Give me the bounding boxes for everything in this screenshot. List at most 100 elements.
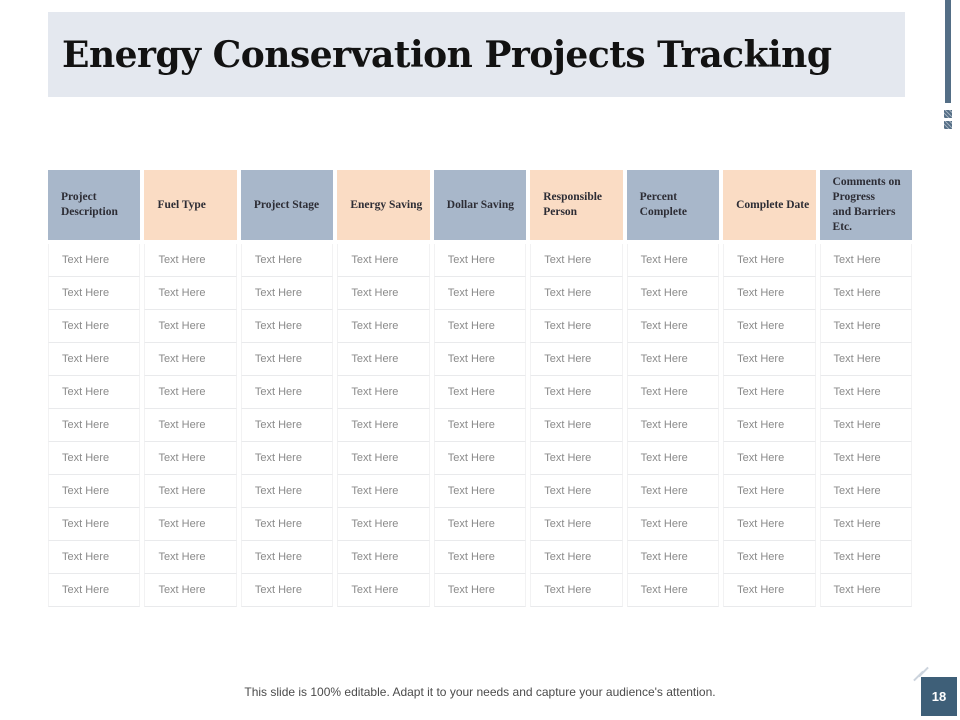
- column-header-percent-complete: Percent Complete: [626, 170, 720, 240]
- column-header-energy-saving: Energy Saving: [337, 170, 430, 240]
- table-cell: Text Here: [48, 409, 141, 442]
- table-cell: Text Here: [723, 244, 816, 277]
- page-number-badge: 18: [921, 677, 957, 716]
- table-cell: Text Here: [626, 310, 720, 343]
- table-cell: Text Here: [48, 343, 141, 376]
- table-cell: Text Here: [48, 574, 141, 607]
- table-cell: Text Here: [144, 310, 237, 343]
- slide-title-band: Energy Conservation Projects Tracking: [48, 12, 905, 97]
- table-cell: Text Here: [819, 310, 912, 343]
- table-cell: Text Here: [240, 343, 334, 376]
- table-cell: Text Here: [240, 508, 334, 541]
- table-cell: Text Here: [626, 475, 720, 508]
- table-cell: Text Here: [530, 277, 623, 310]
- table-cell: Text Here: [240, 442, 334, 475]
- table-cell: Text Here: [530, 244, 623, 277]
- table-cell: Text Here: [433, 574, 527, 607]
- table-cell: Text Here: [819, 442, 912, 475]
- table-cell: Text Here: [433, 508, 527, 541]
- table-cell: Text Here: [626, 244, 720, 277]
- column-header-project-stage: Project Stage: [240, 170, 334, 240]
- table-cell: Text Here: [337, 574, 430, 607]
- table-cell: Text Here: [819, 244, 912, 277]
- table-cell: Text Here: [48, 541, 141, 574]
- table-cell: Text Here: [433, 244, 527, 277]
- table-cell: Text Here: [433, 277, 527, 310]
- table-cell: Text Here: [530, 376, 623, 409]
- accent-square-decoration: [944, 110, 952, 118]
- table-cell: Text Here: [819, 409, 912, 442]
- table-cell: Text Here: [337, 442, 430, 475]
- accent-bar: [945, 0, 951, 103]
- table-cell: Text Here: [240, 310, 334, 343]
- table-cell: Text Here: [530, 541, 623, 574]
- table-cell: Text Here: [240, 277, 334, 310]
- table-cell: Text Here: [723, 376, 816, 409]
- column-header-project-description: Project Description: [48, 170, 141, 240]
- table-cell: Text Here: [240, 574, 334, 607]
- table-cell: Text Here: [530, 475, 623, 508]
- column-header-complete-date: Complete Date: [723, 170, 816, 240]
- table-cell: Text Here: [819, 541, 912, 574]
- table-cell: Text Here: [48, 277, 141, 310]
- table-cell: Text Here: [819, 574, 912, 607]
- table-cell: Text Here: [626, 343, 720, 376]
- table-body: Text Here Text Here Text Here Text Here Text…: [48, 244, 912, 607]
- table-cell: Text Here: [240, 541, 334, 574]
- table-cell: Text Here: [144, 574, 237, 607]
- table-cell: Text Here: [626, 541, 720, 574]
- column-header-dollar-saving: Dollar Saving: [433, 170, 527, 240]
- table-cell: Text Here: [530, 310, 623, 343]
- table-cell: Text Here: [626, 409, 720, 442]
- table-cell: Text Here: [433, 475, 527, 508]
- table-cell: Text Here: [48, 310, 141, 343]
- table-cell: Text Here: [819, 277, 912, 310]
- table-cell: Text Here: [723, 541, 816, 574]
- table-cell: Text Here: [144, 508, 237, 541]
- table-cell: Text Here: [337, 409, 430, 442]
- table-cell: Text Here: [433, 376, 527, 409]
- table-cell: Text Here: [433, 541, 527, 574]
- table-cell: Text Here: [48, 475, 141, 508]
- table-cell: Text Here: [144, 475, 237, 508]
- accent-square-decoration: [944, 121, 952, 129]
- table-cell: Text Here: [819, 508, 912, 541]
- table-cell: Text Here: [723, 310, 816, 343]
- table-cell: Text Here: [433, 409, 527, 442]
- table-cell: Text Here: [240, 376, 334, 409]
- table-cell: Text Here: [144, 376, 237, 409]
- column-header-comments-on-progress-and-barriers-etc: Comments on Progress and Barriers Etc.: [819, 170, 912, 240]
- table-cell: Text Here: [626, 277, 720, 310]
- table-header-row: Project Description Fuel Type Project Stag…: [48, 170, 912, 240]
- table-cell: Text Here: [337, 277, 430, 310]
- table-cell: Text Here: [337, 244, 430, 277]
- table-cell: Text Here: [723, 508, 816, 541]
- table-cell: Text Here: [723, 475, 816, 508]
- table-cell: Text Here: [723, 574, 816, 607]
- table-cell: Text Here: [723, 343, 816, 376]
- table-cell: Text Here: [819, 343, 912, 376]
- table-cell: Text Here: [144, 409, 237, 442]
- table-cell: Text Here: [337, 508, 430, 541]
- table-cell: Text Here: [433, 343, 527, 376]
- table-cell: Text Here: [144, 343, 237, 376]
- table-cell: Text Here: [626, 574, 720, 607]
- table-cell: Text Here: [819, 475, 912, 508]
- table-cell: Text Here: [48, 508, 141, 541]
- table-cell: Text Here: [626, 442, 720, 475]
- column-header-responsible-person: Responsible Person: [530, 170, 623, 240]
- table-cell: Text Here: [337, 310, 430, 343]
- table-cell: Text Here: [530, 442, 623, 475]
- table-cell: Text Here: [530, 508, 623, 541]
- table-cell: Text Here: [819, 376, 912, 409]
- table-cell: Text Here: [240, 475, 334, 508]
- table-cell: Text Here: [337, 343, 430, 376]
- table-cell: Text Here: [433, 442, 527, 475]
- table-cell: Text Here: [433, 310, 527, 343]
- table-cell: Text Here: [530, 343, 623, 376]
- table-cell: Text Here: [48, 244, 141, 277]
- table-cell: Text Here: [144, 442, 237, 475]
- table-cell: Text Here: [337, 376, 430, 409]
- table-cell: Text Here: [626, 376, 720, 409]
- table-cell: Text Here: [723, 409, 816, 442]
